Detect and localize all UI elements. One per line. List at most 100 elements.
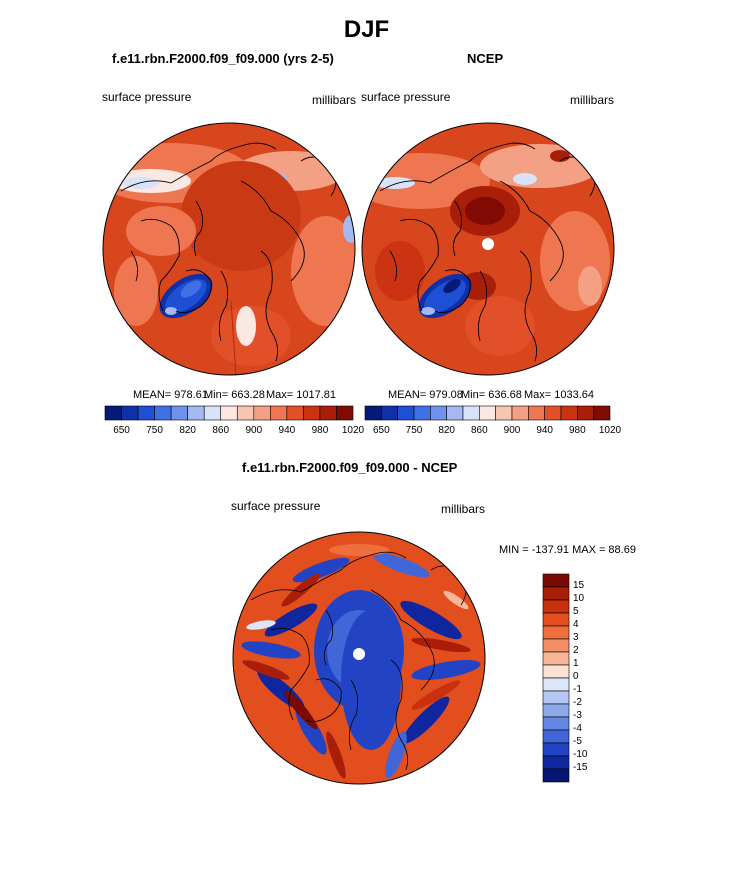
colorbar-swatch	[511, 405, 529, 421]
colorbar-swatch	[542, 651, 570, 666]
colorbar-swatch	[542, 768, 570, 783]
polar-map-ncep	[361, 122, 615, 376]
panel-model-variable-label: surface pressure	[102, 90, 192, 104]
colorbar-swatch	[381, 405, 398, 421]
colorbar-swatch	[577, 405, 594, 421]
difference-variable-label: surface pressure	[231, 499, 321, 513]
colorbar-swatch	[364, 405, 382, 421]
colorbar-model	[104, 405, 354, 421]
colorbar-swatch	[542, 690, 570, 705]
colorbar-swatch	[495, 405, 513, 421]
figure-title: DJF	[343, 16, 390, 43]
pressure-field-ncep	[362, 123, 614, 375]
colorbar-tick-label: 750	[146, 425, 163, 436]
colorbar-tick-label: 900	[503, 425, 521, 436]
colorbar-swatch	[236, 405, 255, 421]
colorbar-tick-label: 3	[573, 632, 579, 643]
pole-mask	[482, 238, 494, 250]
colorbar-swatch	[560, 405, 578, 421]
colorbar-tick-label: 650	[113, 425, 130, 436]
colorbar-swatch	[203, 405, 222, 421]
colorbar-swatch	[336, 405, 354, 421]
colorbar-swatch	[170, 405, 188, 421]
colorbar-tick-label: 5	[573, 606, 579, 617]
colorbar-swatch	[542, 716, 570, 731]
colorbar-swatch	[542, 703, 570, 718]
colorbar-swatch	[542, 729, 570, 744]
pressure-field-model	[103, 123, 355, 375]
colorbar-swatch	[104, 405, 122, 421]
colorbar-tick-label: 1020	[598, 425, 622, 436]
colorbar-tick-label: 2	[573, 645, 579, 656]
colorbar-swatch	[542, 755, 570, 770]
colorbar-tick-label: -15	[573, 762, 588, 773]
colorbar-tick-label: 4	[573, 619, 579, 630]
panel-ncep-title: NCEP	[467, 51, 504, 66]
pole-mask	[353, 648, 365, 660]
colorbar-tick-label: 980	[311, 425, 329, 436]
panel-ncep-units-label: millibars	[570, 93, 615, 107]
panel-ncep-variable-label: surface pressure	[361, 90, 451, 104]
colorbar-difference	[542, 573, 570, 783]
colorbar-swatch	[542, 742, 570, 757]
colorbar-tick-label: 15	[573, 580, 585, 591]
colorbar-ncep	[364, 405, 611, 421]
colorbar-tick-label: -10	[573, 749, 588, 760]
colorbar-tick-label: -1	[573, 684, 582, 695]
colorbar-swatch	[319, 405, 337, 421]
colorbar-tick-label: 820	[179, 425, 196, 436]
colorbar-swatch	[593, 405, 611, 421]
colorbar-swatch	[542, 573, 570, 588]
colorbar-swatch	[154, 405, 172, 421]
colorbar-swatch	[542, 612, 570, 627]
panel-model-units-label: millibars	[312, 93, 357, 107]
colorbar-swatch	[542, 638, 570, 653]
coastlines-model	[120, 142, 337, 362]
colorbar-swatch	[220, 405, 238, 421]
panel-ncep-mean: MEAN= 979.08	[388, 389, 463, 401]
colorbar-swatch	[542, 599, 570, 614]
coastlines-ncep	[379, 142, 596, 362]
colorbar-swatch	[286, 405, 304, 421]
colorbar-tick-label: 860	[470, 425, 488, 436]
colorbar-tick-label: -5	[573, 736, 582, 747]
panel-model-min: Min= 663.28	[204, 389, 265, 401]
colorbar-tick-label: 940	[536, 425, 553, 436]
colorbar-swatch	[542, 677, 570, 692]
colorbar-tick-label: -3	[573, 710, 582, 721]
colorbar-swatch	[303, 405, 321, 421]
panel-model-mean: MEAN= 978.61	[133, 389, 208, 401]
colorbar-swatch	[542, 664, 570, 679]
colorbar-swatch	[270, 405, 288, 421]
colorbar-swatch	[542, 586, 570, 601]
difference-title: f.e11.rbn.F2000.f09_f09.000 - NCEP	[242, 460, 458, 475]
colorbar-tick-label: 1020	[341, 425, 365, 436]
colorbar-tick-label: 1	[573, 658, 579, 669]
colorbar-swatch	[121, 405, 139, 421]
panel-model-max: Max= 1017.81	[266, 389, 337, 401]
colorbar-tick-label: 820	[438, 425, 455, 436]
colorbar-swatch	[187, 405, 205, 421]
colorbar-swatch	[413, 405, 431, 421]
difference-units-label: millibars	[441, 502, 486, 516]
colorbar-swatch	[253, 405, 271, 421]
coastlines-difference	[250, 551, 467, 771]
colorbar-swatch	[462, 405, 480, 421]
colorbar-tick-label: 980	[568, 425, 586, 436]
colorbar-tick-label: -4	[573, 723, 582, 734]
colorbar-swatch	[479, 405, 496, 421]
colorbar-tick-label: 860	[212, 425, 230, 436]
colorbar-swatch	[446, 405, 464, 421]
colorbar-tick-label: 900	[245, 425, 263, 436]
panel-ncep-min: Min= 636.68	[461, 389, 522, 401]
colorbar-swatch	[528, 405, 545, 421]
colorbar-swatch	[397, 405, 415, 421]
colorbar-tick-label: 10	[573, 593, 585, 604]
panel-model-title: f.e11.rbn.F2000.f09_f09.000 (yrs 2-5)	[112, 51, 334, 66]
panel-ncep-max: Max= 1033.64	[524, 389, 595, 401]
colorbar-tick-label: 940	[278, 425, 296, 436]
polar-map-difference	[232, 531, 486, 785]
colorbar-swatch	[137, 405, 155, 421]
polar-map-model	[102, 122, 356, 376]
difference-minmax: MIN = -137.91 MAX = 88.69	[499, 544, 636, 556]
